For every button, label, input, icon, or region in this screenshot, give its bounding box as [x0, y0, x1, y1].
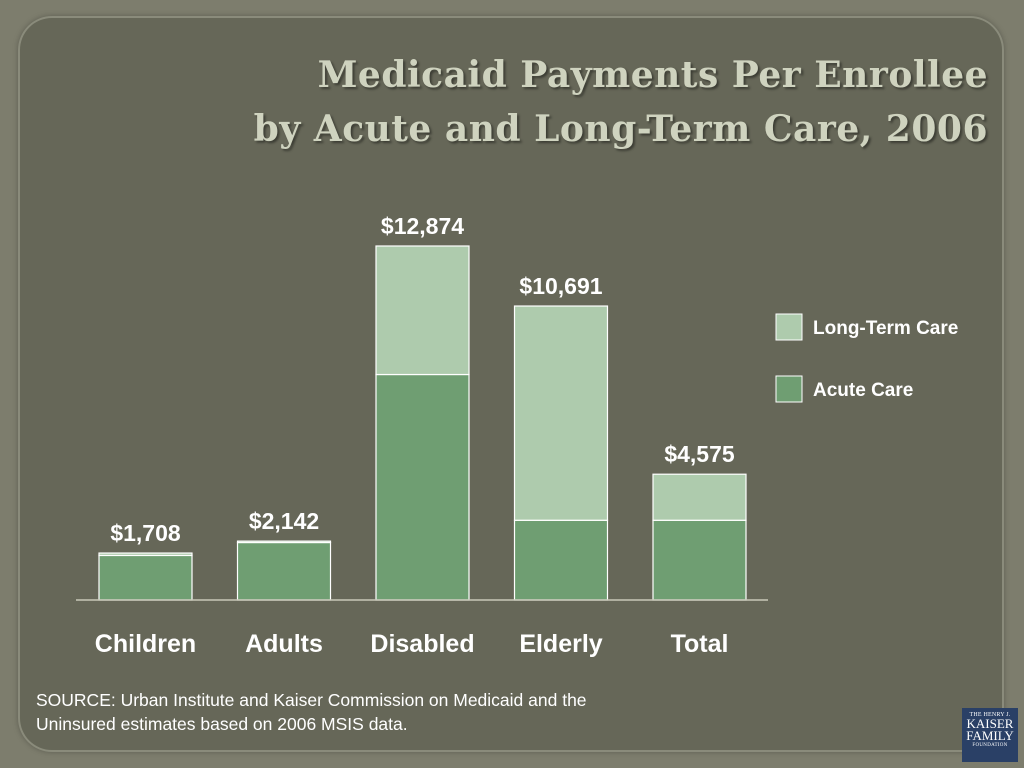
bar-elderly-long-term-care	[513, 305, 609, 521]
source-line-2: Uninsured estimates based on 2006 MSIS d…	[36, 714, 408, 734]
title-line-2: by Acute and Long-Term Care, 2006	[253, 108, 988, 150]
kaiser-logo: THE HENRY J. KAISER FAMILY FOUNDATION	[962, 708, 1018, 762]
bar-adults-long-term-care	[236, 540, 332, 544]
category-label-total: Total	[671, 630, 729, 658]
category-label-elderly: Elderly	[519, 630, 602, 658]
legend-swatch-long-term-care	[775, 313, 803, 341]
title-line-1: Medicaid Payments Per Enrollee	[317, 54, 988, 96]
category-label-children: Children	[95, 630, 196, 658]
data-label-total: $4,575	[664, 441, 735, 467]
logo-line-2: KAISER	[966, 716, 1014, 731]
logo-line-4: FOUNDATION	[972, 743, 1008, 748]
bar-elderly-acute-care	[513, 519, 609, 601]
bar-disabled-acute-care	[375, 373, 470, 601]
data-label-elderly: $10,691	[519, 273, 602, 299]
logo-line-1: THE HENRY J.	[969, 712, 1011, 718]
bar-children-long-term-care	[98, 552, 193, 557]
source-line-1: SOURCE: Urban Institute and Kaiser Commi…	[36, 690, 587, 710]
category-label-adults: Adults	[245, 630, 323, 658]
source-note: SOURCE: Urban Institute and Kaiser Commi…	[36, 688, 696, 736]
slide-panel	[18, 16, 1004, 752]
bar-adults-acute-care	[236, 541, 332, 601]
bar-children-acute-care	[98, 554, 193, 601]
legend-label-long-term-care: Long-Term Care	[813, 318, 958, 339]
data-label-children: $1,708	[110, 520, 181, 546]
logo-line-3: FAMILY	[966, 728, 1014, 743]
data-label-adults: $2,142	[249, 508, 319, 534]
chart-title: Medicaid Payments Per Enrollee by Acute …	[254, 48, 988, 156]
bar-disabled-long-term-care	[375, 245, 470, 376]
bar-total-long-term-care	[652, 473, 747, 521]
category-label-disabled: Disabled	[370, 630, 474, 658]
data-label-disabled: $12,874	[381, 213, 464, 239]
legend-label-acute-care: Acute Care	[813, 380, 913, 401]
legend-swatch-acute-care	[775, 375, 803, 403]
bar-total-acute-care	[652, 519, 747, 601]
